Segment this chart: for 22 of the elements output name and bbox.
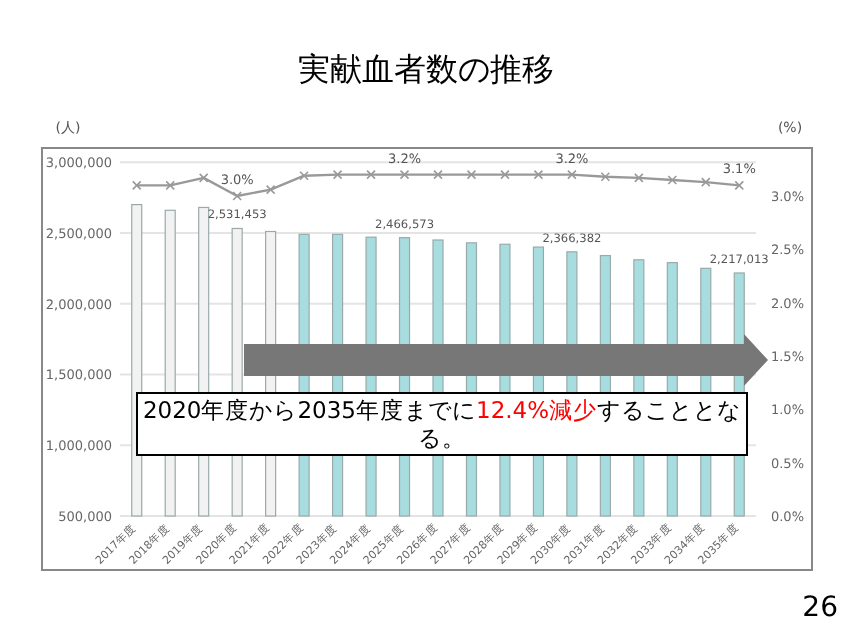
title: 実献血者数の推移 [298, 50, 554, 88]
point [198, 173, 209, 183]
point [567, 169, 577, 180]
point [232, 191, 242, 201]
point [500, 169, 510, 180]
point [265, 184, 276, 195]
point [600, 172, 611, 182]
point [433, 169, 443, 180]
annotation: 2020年度から2035年度までに12.4%減少することとなる。 [136, 392, 748, 456]
point [466, 169, 477, 180]
point [700, 177, 711, 187]
point [399, 169, 410, 180]
point [667, 175, 678, 185]
point [734, 180, 745, 191]
point [634, 173, 644, 183]
point [366, 169, 376, 180]
annotation: 26 [802, 592, 838, 624]
point [332, 169, 343, 180]
point [131, 180, 142, 191]
point [299, 170, 309, 181]
point [165, 180, 176, 191]
point [533, 169, 544, 180]
